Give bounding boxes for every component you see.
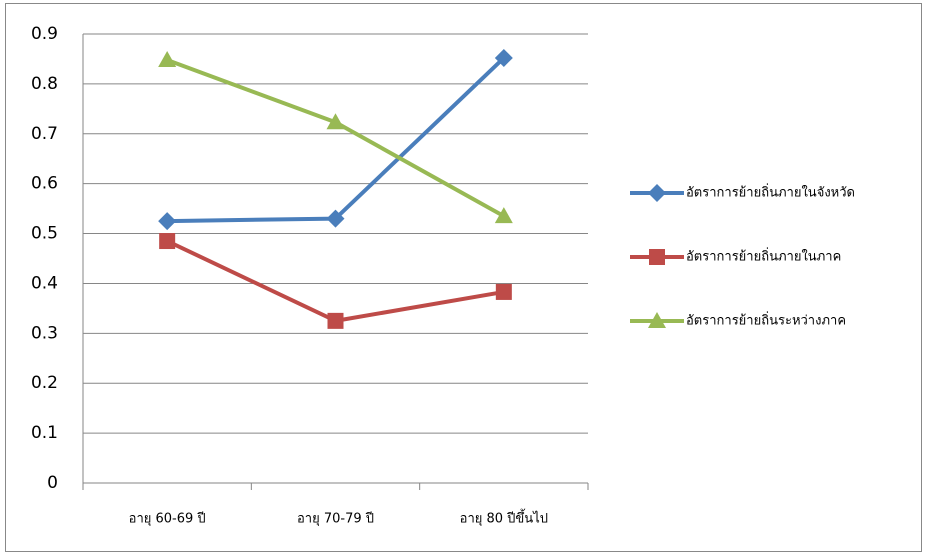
y-tick-label: 0.3	[31, 323, 58, 343]
y-tick-label: 0.1	[31, 423, 58, 443]
x-tick-label: อายุ 80 ปีขึ้นไป	[460, 509, 548, 527]
y-tick-label: 0	[47, 473, 58, 493]
point	[159, 233, 176, 250]
y-tick-label: 0.9	[31, 24, 58, 44]
legend-marker	[648, 184, 666, 202]
legend-label: อัตราการย้ายถิ่นภายในภาค	[686, 248, 841, 265]
y-tick-label: 0.4	[31, 273, 58, 293]
legend-marker	[648, 312, 666, 328]
x-tick-label: อายุ 70-79 ปี	[297, 511, 374, 527]
chart-frame	[5, 3, 922, 552]
legend-label: อัตราการย้ายถิ่นระหว่างภาค	[686, 312, 846, 329]
y-tick-label: 0.7	[31, 124, 58, 144]
point	[494, 207, 513, 224]
point	[495, 283, 512, 300]
legend-marker	[649, 249, 665, 265]
point	[494, 48, 513, 67]
x-tick-label: อายุ 60-69 ปี	[129, 511, 206, 527]
legend-label: อัตราการย้ายถิ่นภายในจังหวัด	[686, 184, 855, 201]
y-tick-label: 0.6	[31, 174, 58, 194]
point	[158, 50, 177, 67]
point	[327, 312, 344, 329]
y-tick-label: 0.5	[31, 224, 58, 244]
point	[326, 209, 345, 228]
point	[326, 113, 345, 130]
y-tick-label: 0.2	[31, 373, 58, 393]
point	[158, 212, 177, 231]
y-tick-label: 0.8	[31, 74, 58, 94]
